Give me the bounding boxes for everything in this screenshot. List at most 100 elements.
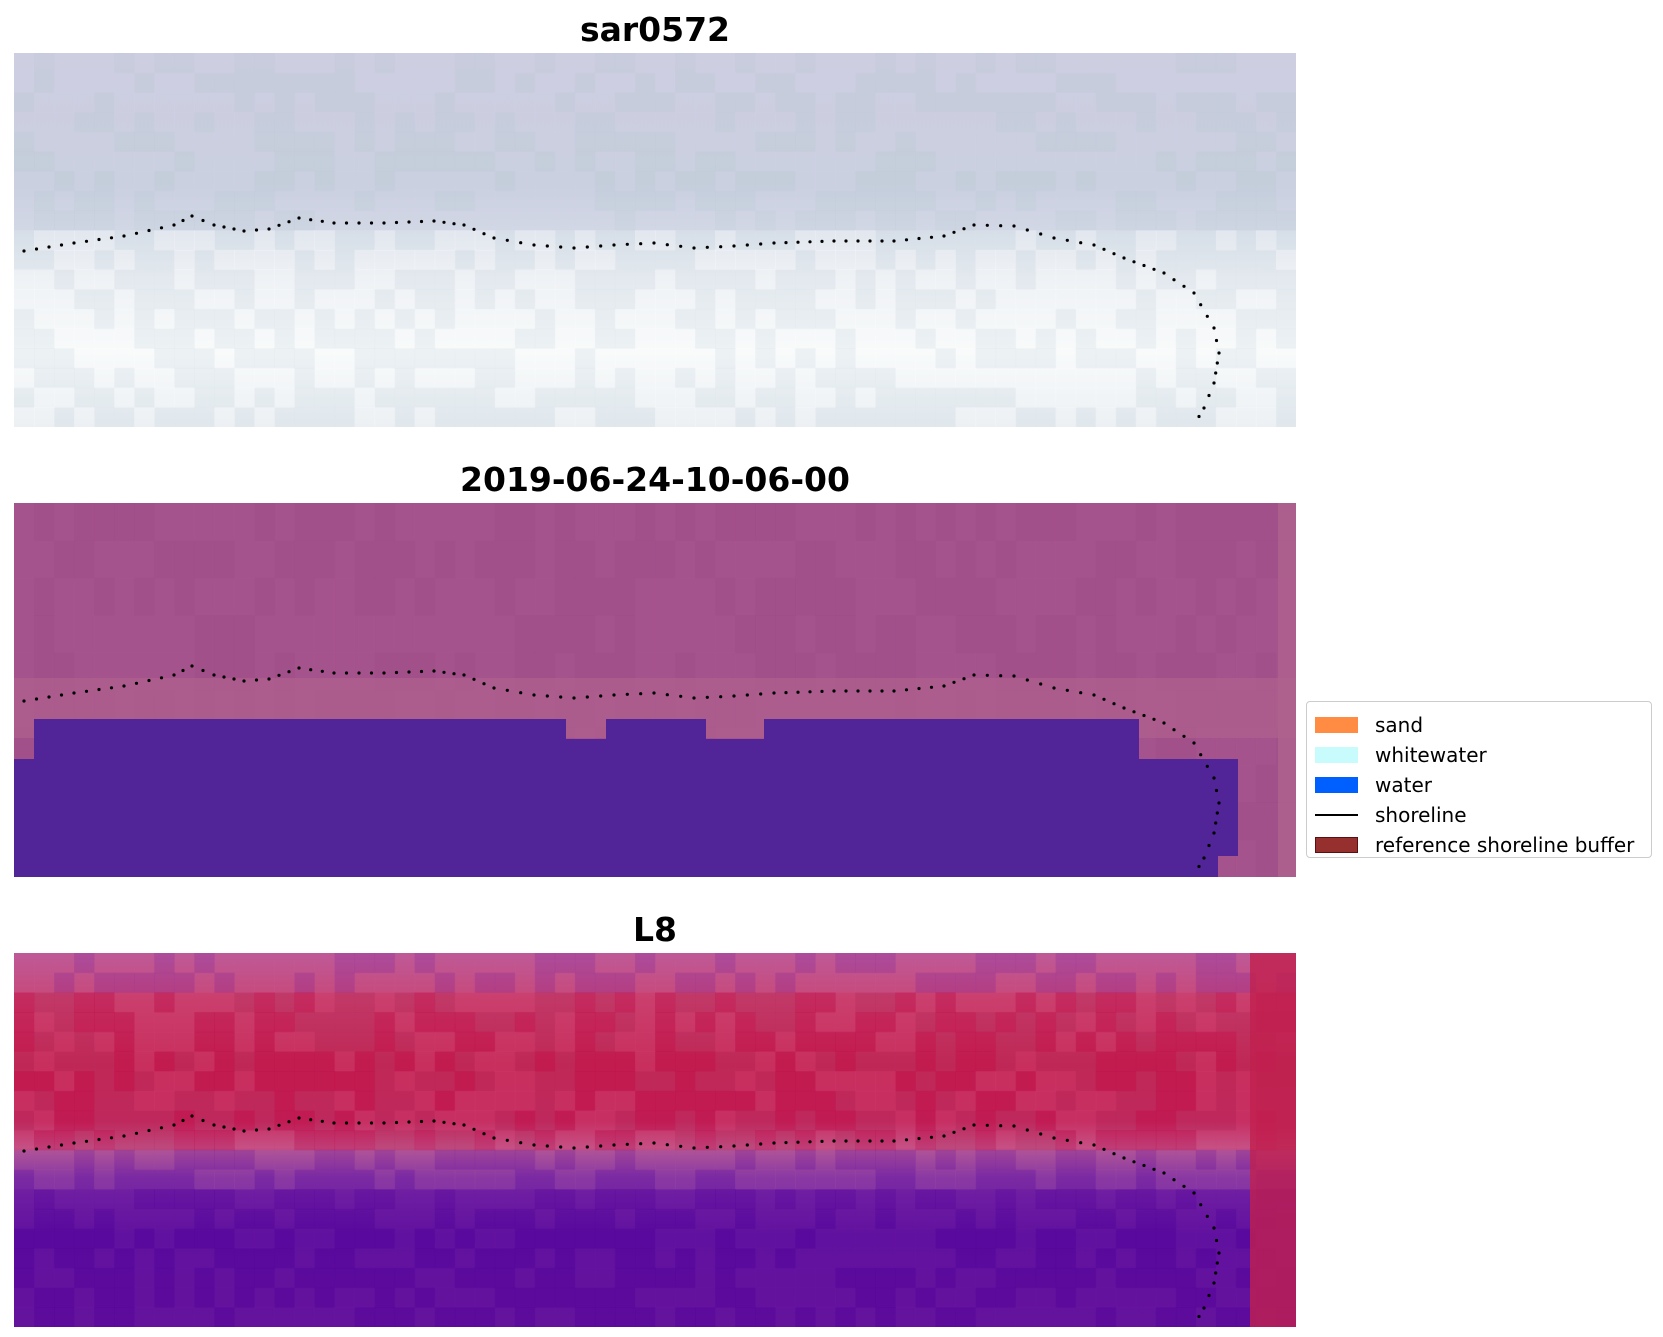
shoreline-dot: [1162, 721, 1166, 725]
shoreline-dot: [759, 1142, 763, 1146]
shoreline-dot: [1122, 256, 1126, 260]
shoreline-dot: [222, 675, 226, 679]
shoreline-dot: [309, 1118, 313, 1122]
shoreline-dot: [1152, 1167, 1156, 1171]
shoreline-dot: [159, 676, 164, 680]
shoreline-dot: [34, 1147, 39, 1151]
shoreline-dot: [242, 1129, 246, 1133]
shoreline-dot: [1197, 1314, 1201, 1319]
shoreline-dot: [585, 695, 589, 699]
shoreline-dot: [1012, 224, 1016, 228]
shoreline-dot: [1025, 1128, 1029, 1132]
shoreline-dot: [190, 1114, 194, 1118]
shoreline-dot: [679, 1144, 683, 1148]
shoreline-dot: [1065, 1138, 1069, 1142]
shoreline-dot: [732, 1144, 736, 1148]
shoreline-dot: [1212, 326, 1216, 330]
shoreline-dot: [929, 1135, 934, 1139]
shoreline-dot: [297, 216, 301, 220]
shoreline-dot: [22, 249, 26, 253]
shoreline-dot: [201, 218, 205, 223]
shoreline-dot: [452, 222, 456, 226]
shoreline-dot: [309, 668, 313, 672]
shoreline-dot: [999, 1124, 1003, 1128]
shoreline-dot: [357, 1121, 361, 1125]
shoreline-dot: [1039, 1132, 1043, 1136]
shoreline-dot: [287, 1120, 291, 1124]
legend-label: water: [1375, 773, 1432, 797]
shoreline-dot: [277, 673, 281, 677]
shoreline-dot: [432, 219, 436, 223]
shoreline-dot: [159, 1126, 164, 1130]
shoreline-dot: [1212, 381, 1216, 385]
shoreline-dot: [357, 221, 361, 225]
shoreline-dot: [97, 687, 101, 692]
shoreline-dot: [856, 689, 860, 693]
shoreline-dot: [357, 671, 361, 675]
shoreline-dot: [84, 1139, 89, 1143]
shoreline-dot: [1152, 267, 1156, 271]
shoreline-dot: [277, 223, 281, 227]
shoreline-dot: [952, 680, 956, 684]
shoreline-dot: [222, 225, 226, 229]
shoreline-dot: [962, 677, 966, 681]
shoreline-dot: [22, 699, 26, 703]
shoreline-dot: [868, 239, 872, 243]
shoreline-dot: [952, 230, 956, 234]
shoreline-dot: [519, 1141, 523, 1145]
rgb-image-panel: [14, 53, 1296, 427]
shoreline-dot: [452, 672, 456, 676]
shoreline-dot: [808, 690, 812, 694]
shoreline-dot: [904, 688, 909, 692]
shoreline-dot: [97, 1137, 101, 1142]
shoreline-dot: [172, 223, 176, 227]
shoreline-dot: [519, 241, 523, 245]
shoreline-dot: [1212, 776, 1216, 780]
shoreline-dot: [320, 1119, 324, 1123]
shoreline-dot: [382, 221, 386, 225]
shoreline-dot: [880, 689, 884, 693]
shoreline-dot: [432, 669, 436, 673]
shoreline-dot: [1197, 864, 1201, 869]
shoreline-dot: [880, 1139, 884, 1143]
shoreline-dot: [1012, 674, 1016, 678]
shoreline-dot: [1079, 1141, 1083, 1145]
shoreline-dot: [1212, 831, 1216, 835]
shoreline-dot: [796, 240, 800, 244]
shoreline-dot: [254, 1128, 259, 1132]
shoreline-dot: [172, 673, 176, 677]
shoreline-dot: [407, 1120, 411, 1124]
shoreline-dot: [732, 694, 736, 698]
shoreline-dot: [47, 1145, 51, 1149]
shoreline-dot: [745, 693, 749, 697]
shoreline-dot: [985, 1123, 989, 1127]
shoreline-dot: [232, 1127, 236, 1131]
shoreline-dot: [904, 1138, 909, 1142]
shoreline-dot: [1205, 1214, 1209, 1218]
shoreline-dot: [190, 214, 194, 218]
shoreline-dot: [332, 221, 336, 225]
panel-title-rgb: sar0572: [579, 10, 731, 49]
shoreline-dot: [1214, 371, 1218, 375]
shoreline-dot: [1142, 1163, 1146, 1168]
shoreline-dot: [532, 1143, 536, 1147]
shoreline-dot: [1079, 691, 1083, 695]
legend-item-shoreline: shoreline: [1315, 800, 1651, 830]
shoreline-dot: [394, 670, 399, 675]
shoreline-dot: [419, 669, 424, 674]
shoreline-dot: [201, 1118, 205, 1123]
shoreline-dot: [1192, 741, 1196, 745]
shoreline-dot: [942, 684, 946, 688]
shoreline-dot: [122, 1134, 126, 1138]
shoreline-dot: [612, 1143, 616, 1147]
legend: sand whitewater water shoreline referenc…: [1306, 701, 1652, 858]
shoreline-dot: [462, 673, 466, 677]
shoreline-dot: [287, 220, 291, 224]
shoreline-dot: [505, 238, 509, 242]
shoreline-dot: [972, 1123, 976, 1127]
shoreline-dot: [181, 218, 185, 223]
water-class-region: [14, 719, 1238, 877]
shoreline-dot: [868, 1139, 872, 1143]
shoreline-dot: [892, 239, 896, 243]
rgb-satellite-image: [14, 53, 1296, 427]
